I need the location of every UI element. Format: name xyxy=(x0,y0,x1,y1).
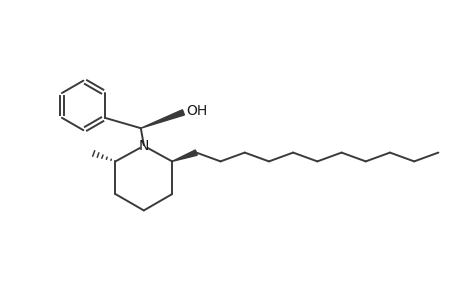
Text: OH: OH xyxy=(186,104,207,118)
Polygon shape xyxy=(140,110,184,128)
Polygon shape xyxy=(172,150,197,161)
Text: N: N xyxy=(138,139,149,153)
